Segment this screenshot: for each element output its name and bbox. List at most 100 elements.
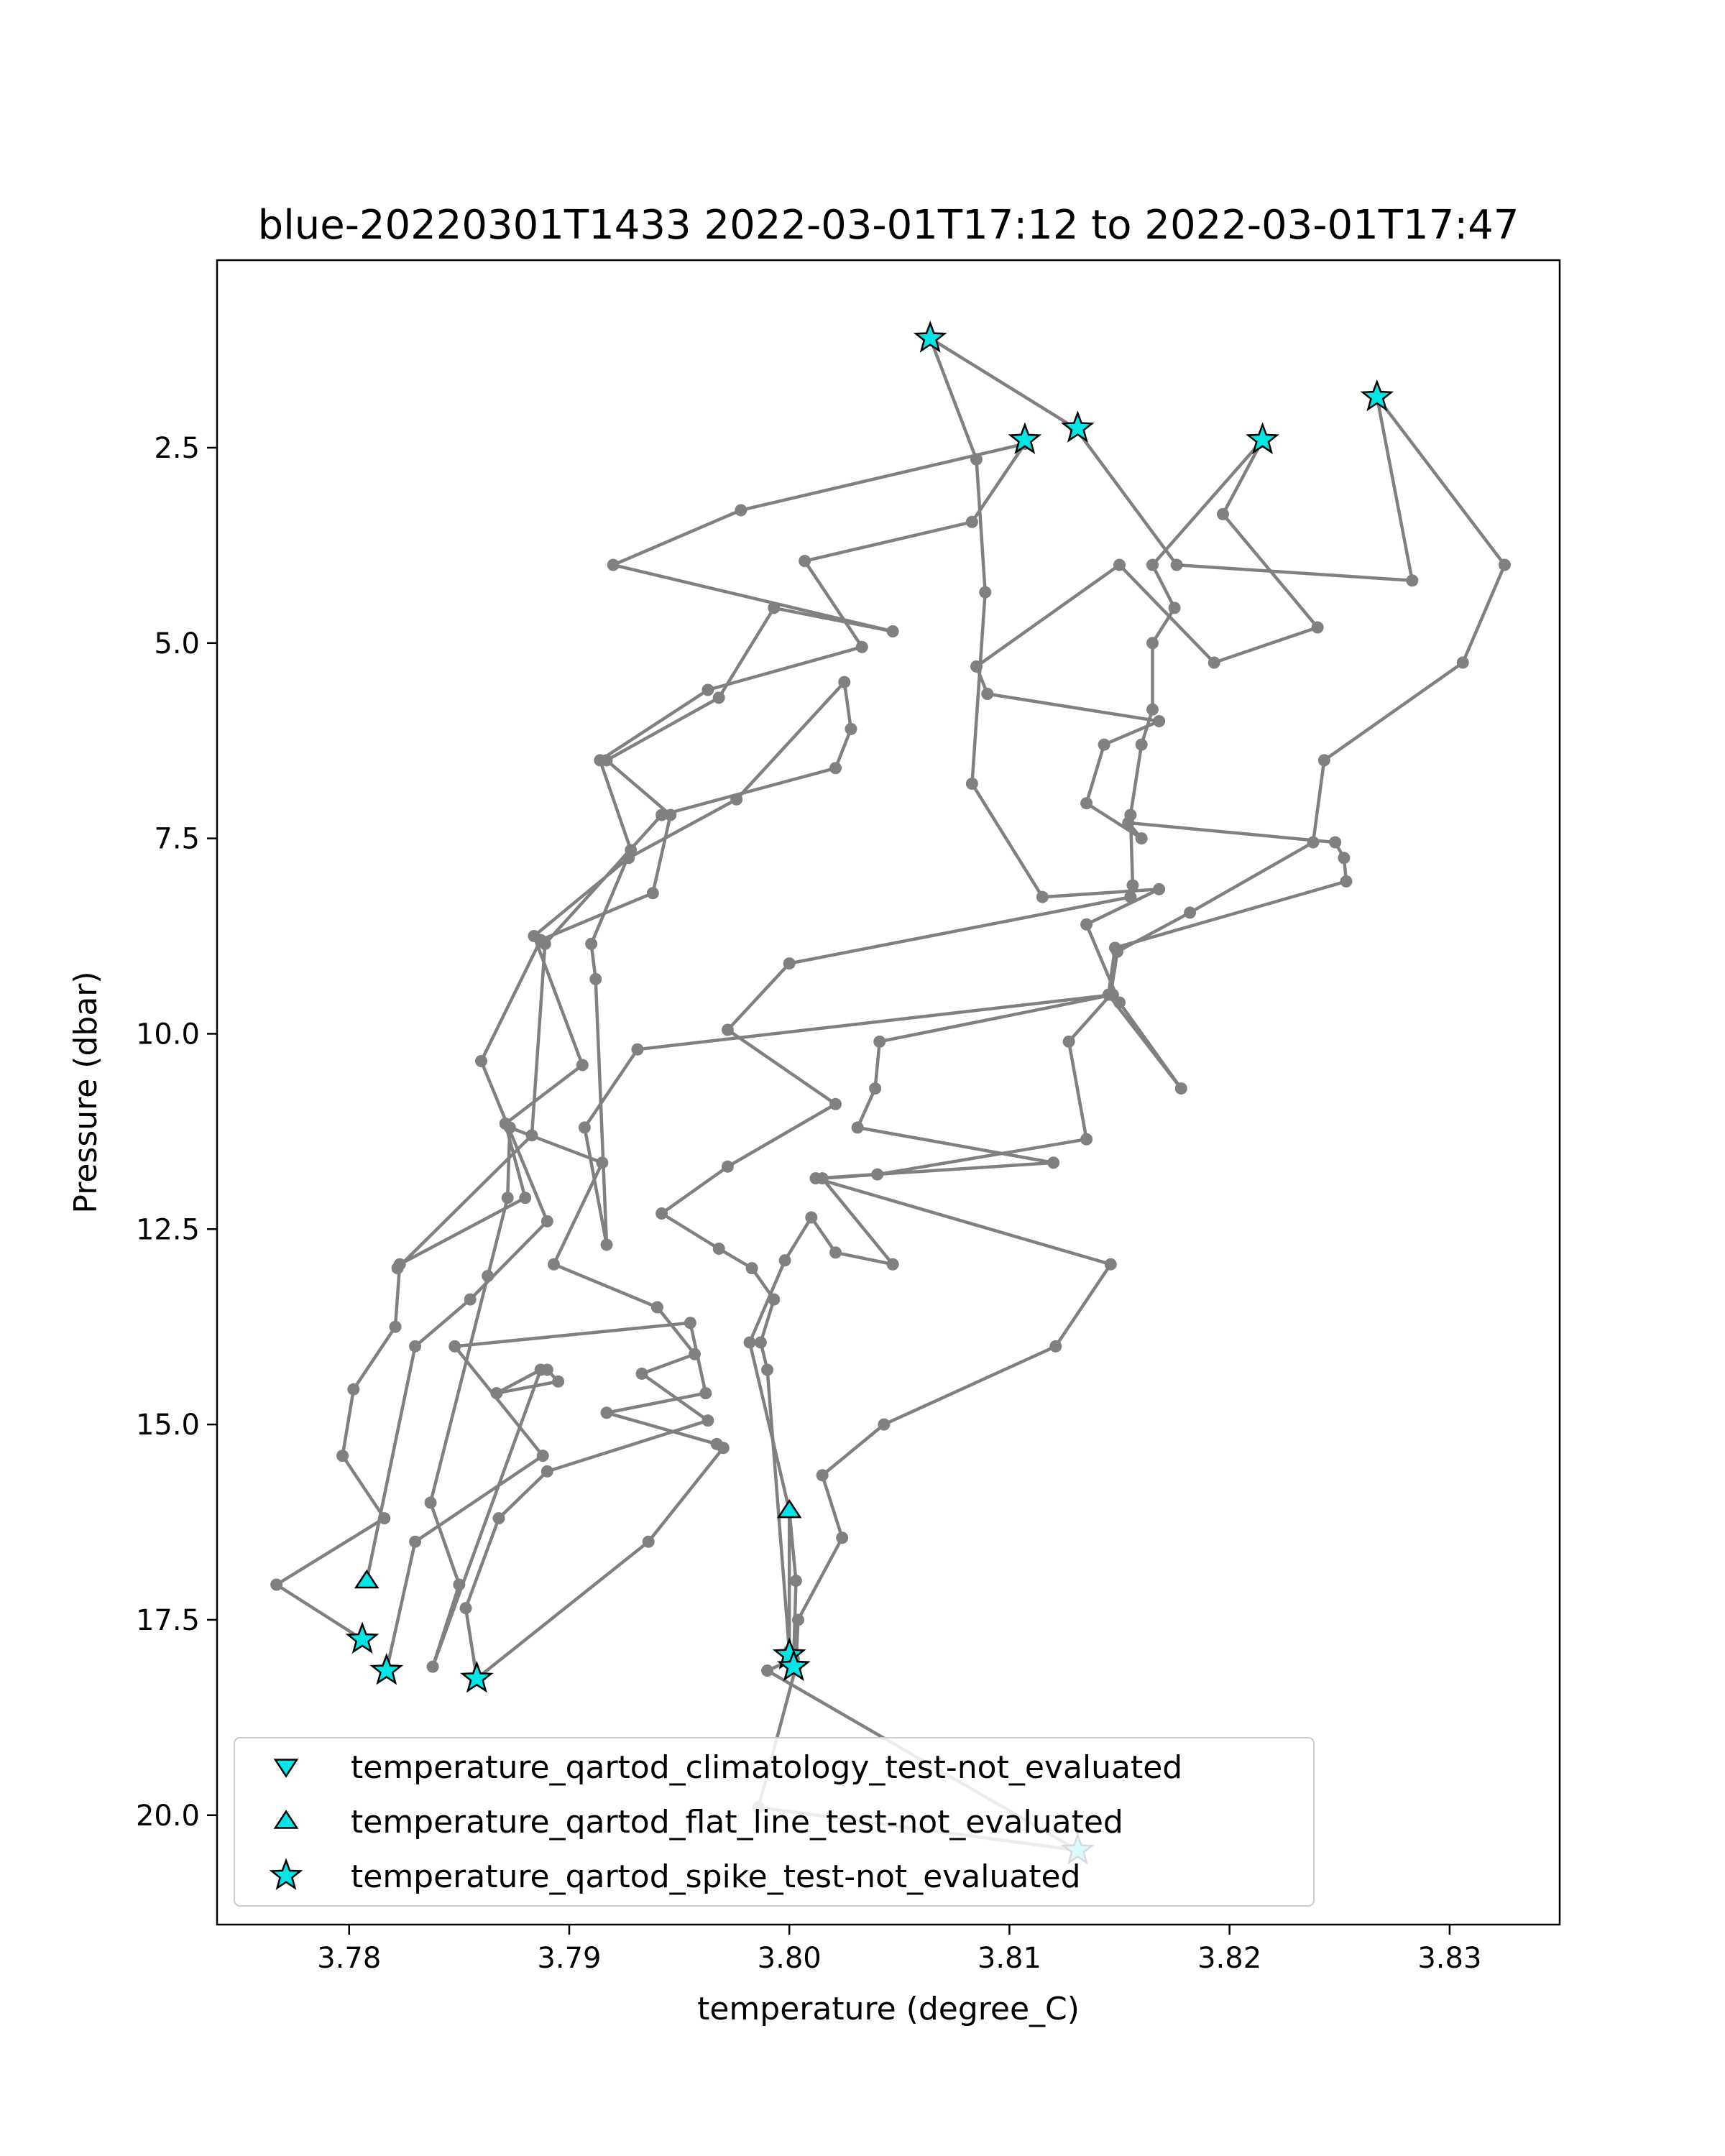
data-point: [347, 1383, 360, 1396]
data-point: [783, 957, 796, 970]
data-point: [778, 1254, 791, 1267]
data-point: [1047, 1156, 1060, 1169]
data-point: [730, 793, 743, 806]
data-point: [845, 722, 857, 735]
data-point: [702, 1414, 714, 1427]
plot-points: [270, 332, 1511, 1857]
profile-line-2: [748, 395, 1506, 1511]
profile-line-5: [275, 680, 853, 1641]
data-point: [816, 1469, 829, 1482]
data-point: [548, 1258, 561, 1271]
data-point: [1146, 703, 1159, 716]
legend-marker-triangle-down: [273, 1759, 299, 1778]
data-point: [631, 1043, 644, 1056]
x-tick-label: 3.83: [1417, 1942, 1481, 1975]
data-point: [855, 640, 868, 653]
data-point: [270, 1578, 283, 1591]
y-axis-label: Pressure (dbar): [68, 971, 104, 1213]
data-point: [838, 676, 851, 688]
spike-marker: [1061, 410, 1095, 443]
flat-line-marker: [776, 1498, 802, 1519]
data-point: [886, 1258, 899, 1271]
data-point: [1338, 852, 1351, 865]
spike-marker: [1246, 422, 1279, 454]
data-point: [1110, 945, 1123, 958]
data-point: [743, 1336, 756, 1349]
data-point: [1216, 507, 1229, 520]
data-point: [1124, 890, 1137, 903]
data-point: [721, 1160, 734, 1173]
data-point: [721, 1023, 734, 1036]
data-point: [578, 1121, 591, 1134]
data-point: [607, 558, 620, 571]
data-point: [650, 1301, 663, 1314]
data-point: [448, 1340, 461, 1353]
data-point: [851, 1121, 864, 1134]
data-point: [1170, 558, 1183, 571]
data-point: [492, 1512, 505, 1525]
legend-entry-label: temperature_qartod_climatology_test-not_…: [351, 1749, 1182, 1786]
data-point: [499, 1117, 512, 1130]
data-point: [1307, 836, 1320, 849]
y-axis-ticks: 2.5 5.0 7.5 10.0 12.5 15.0 17.5 20.0: [136, 432, 217, 1833]
x-axis-label: temperature (degree_C): [697, 1991, 1080, 2027]
x-tick-label: 3.80: [758, 1942, 822, 1975]
data-point: [886, 625, 899, 637]
data-point: [761, 1664, 774, 1677]
legend-entry-label: temperature_qartod_flat_line_test-not_ev…: [351, 1804, 1123, 1841]
data-point: [829, 1097, 842, 1110]
data-point: [642, 1535, 655, 1548]
data-point: [600, 754, 613, 767]
chart-title: blue-20220301T1433 2022-03-01T17:12 to 2…: [258, 202, 1519, 249]
data-point: [1122, 816, 1135, 829]
spike-marker: [913, 321, 947, 353]
data-point: [1098, 738, 1110, 751]
data-point: [1113, 558, 1126, 571]
data-point: [836, 1531, 849, 1544]
data-point: [389, 1320, 402, 1333]
data-point: [689, 1348, 702, 1360]
data-point: [702, 683, 714, 696]
data-point: [528, 930, 540, 943]
x-tick-label: 3.82: [1197, 1942, 1261, 1975]
data-point: [1456, 656, 1469, 669]
data-point: [829, 1246, 842, 1259]
data-point: [1317, 754, 1330, 767]
data-point: [474, 1055, 487, 1068]
data-point: [459, 1602, 472, 1615]
data-point: [538, 937, 551, 950]
legend-entry-label: temperature_qartod_spike_test-not_evalua…: [351, 1858, 1081, 1895]
data-point: [745, 1262, 758, 1275]
data-point: [540, 1363, 553, 1376]
data-point: [656, 808, 668, 821]
data-point: [799, 555, 811, 568]
y-tick-label: 17.5: [136, 1604, 200, 1637]
data-point: [1311, 621, 1324, 634]
data-point: [1080, 797, 1093, 810]
data-point: [656, 1207, 668, 1220]
data-point: [540, 1465, 553, 1478]
legend-marker-star: [269, 1858, 303, 1890]
data-point: [664, 808, 677, 821]
plot-frame: [216, 259, 1561, 1926]
data-point: [1153, 715, 1166, 728]
data-point: [536, 1450, 549, 1462]
data-point: [424, 1496, 437, 1509]
legend-marker-triangle-up: [273, 1810, 299, 1829]
data-point: [1208, 656, 1220, 669]
data-point: [970, 660, 983, 673]
y-tick-label: 12.5: [136, 1213, 200, 1246]
data-point: [684, 1317, 696, 1330]
data-point: [1135, 832, 1148, 845]
data-point: [965, 515, 978, 528]
data-point: [635, 1367, 648, 1380]
data-point: [1062, 1035, 1075, 1048]
legend: temperature_qartod_climatology_test-not_…: [234, 1737, 1315, 1907]
data-point: [391, 1262, 404, 1275]
data-point: [1168, 602, 1181, 614]
data-point: [791, 1613, 804, 1626]
data-point: [1146, 637, 1159, 650]
data-point: [829, 762, 842, 775]
data-point: [979, 586, 992, 599]
